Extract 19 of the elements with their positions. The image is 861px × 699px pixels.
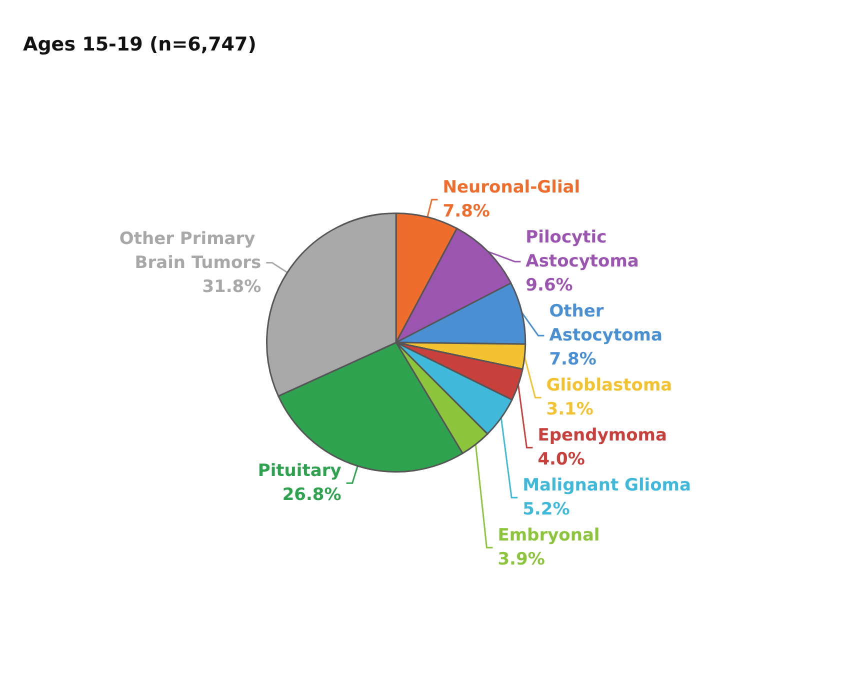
data-label: 7.8% (549, 350, 596, 370)
data-label: 31.8% (202, 276, 262, 297)
slice-label: Other Primary Brain Tumors (119, 228, 262, 273)
slice-label: Embryonal (498, 526, 600, 546)
chart-title: Ages 15-19 (n=6,747) (23, 34, 256, 56)
slice-label: Pilocytic Astocytoma (526, 228, 639, 272)
slice-label: Glioblastoma (546, 376, 672, 396)
data-label: 3.9% (498, 550, 545, 570)
data-label: 7.8% (442, 202, 490, 222)
data-label: 5.2% (522, 500, 570, 520)
slice-label: Neuronal-Glial (442, 178, 580, 198)
data-label: 4.0% (538, 450, 585, 470)
data-label: 3.1% (546, 400, 594, 420)
slice-label: Ependymoma (538, 426, 667, 446)
slice-label: Pituitary (258, 461, 342, 482)
data-label: 26.8% (282, 485, 342, 506)
data-label: 9.6% (526, 276, 573, 296)
slice-label: Malignant Glioma (522, 476, 691, 496)
slice-label: Other Astocytoma (549, 302, 662, 346)
